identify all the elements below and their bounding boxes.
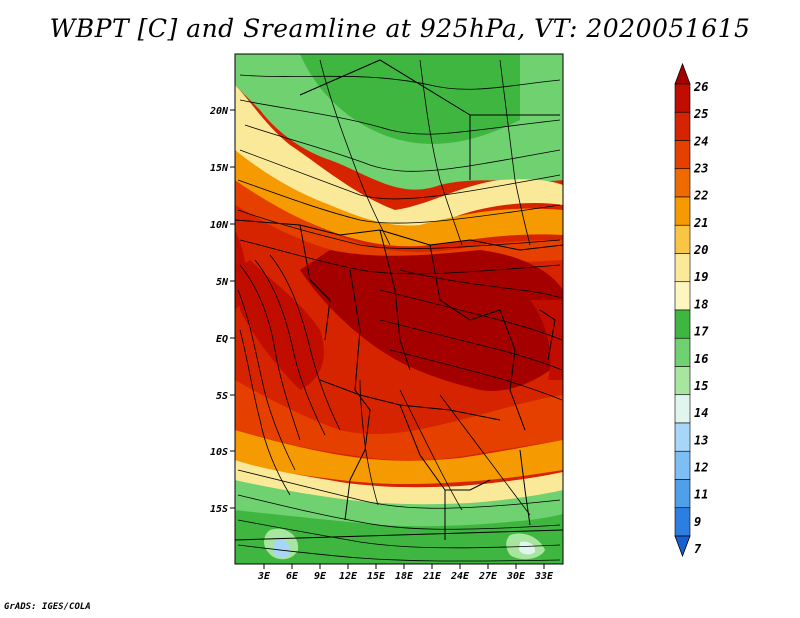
x-label-18e: 18E	[395, 571, 414, 582]
country-borders	[235, 59, 563, 541]
colorbar-label: 21	[693, 216, 708, 230]
x-label-27e: 27E	[478, 571, 498, 582]
x-label-15e: 15E	[367, 571, 386, 582]
colorbar: 26 25 24 23 22 21 20 19 18 17 16 15 14 13 12 11 9 7	[674, 62, 709, 558]
colorbar-segment	[674, 479, 691, 509]
colorbar-segment	[674, 281, 691, 311]
y-label-eq: EQ	[216, 334, 228, 345]
colorbar-label: 15	[694, 379, 708, 393]
x-label-3e: 3E	[257, 571, 271, 582]
x-axis-ticks	[263, 564, 545, 569]
x-label-21e: 21E	[422, 571, 442, 582]
colorbar-label: 17	[694, 325, 709, 339]
colorbar-bottom-arrow	[674, 535, 691, 558]
y-label-5s: 5S	[216, 391, 228, 402]
colorbar-segment	[674, 337, 691, 367]
colorbar-label: 11	[694, 488, 708, 502]
colorbar-segment	[674, 366, 691, 396]
map-frame	[234, 53, 564, 565]
colorbar-label: 19	[694, 270, 708, 284]
colorbar-segment	[674, 450, 691, 480]
colorbar-label: 25	[693, 107, 708, 121]
colorbar-top-arrow	[674, 62, 691, 85]
colorbar-segment	[674, 140, 691, 170]
colorbar-label: 9	[694, 515, 701, 529]
y-label-5n: 5N	[216, 277, 229, 288]
colorbar-segment	[674, 253, 691, 283]
colorbar-segment	[674, 507, 691, 537]
x-label-24e: 24E	[450, 571, 470, 582]
colorbar-segment	[674, 168, 691, 198]
colorbar-label: 24	[693, 134, 708, 148]
colorbar-label: 18	[694, 297, 708, 311]
grads-credit: GrADS: IGES/COLA	[4, 602, 91, 612]
colorbar-label: 22	[693, 189, 708, 203]
x-label-9e: 9E	[314, 571, 327, 582]
colorbar-label: 20	[693, 243, 708, 257]
temperature-field	[235, 54, 563, 564]
y-label-15n: 15N	[210, 163, 229, 174]
colorbar-segment	[674, 394, 691, 424]
colorbar-segment	[674, 224, 691, 254]
colorbar-segment	[674, 309, 691, 339]
colorbar-segment	[674, 83, 691, 113]
colorbar-segment	[674, 196, 691, 226]
colorbar-label: 13	[694, 433, 708, 447]
y-axis-ticks	[230, 109, 235, 509]
map-title: WBPT [C] and Sreamline at 925hPa, VT: 20…	[49, 14, 751, 43]
y-label-15s: 15S	[210, 504, 228, 515]
colorbar-segment	[674, 422, 691, 452]
x-label-30e: 30E	[506, 571, 526, 582]
x-label-6e: 6E	[286, 571, 299, 582]
x-label-12e: 12E	[339, 571, 358, 582]
x-label-33e: 33E	[534, 571, 554, 582]
y-label-20n: 20N	[209, 106, 229, 117]
colorbar-label: 26	[693, 80, 708, 94]
colorbar-label: 16	[694, 352, 708, 366]
colorbar-label: 23	[693, 162, 708, 176]
colorbar-label: 7	[694, 542, 702, 556]
colorbar-label: 14	[694, 406, 708, 420]
y-label-10s: 10S	[210, 447, 228, 458]
colorbar-segment	[674, 111, 691, 141]
y-label-10n: 10N	[210, 220, 229, 231]
colorbar-label: 12	[694, 460, 708, 474]
